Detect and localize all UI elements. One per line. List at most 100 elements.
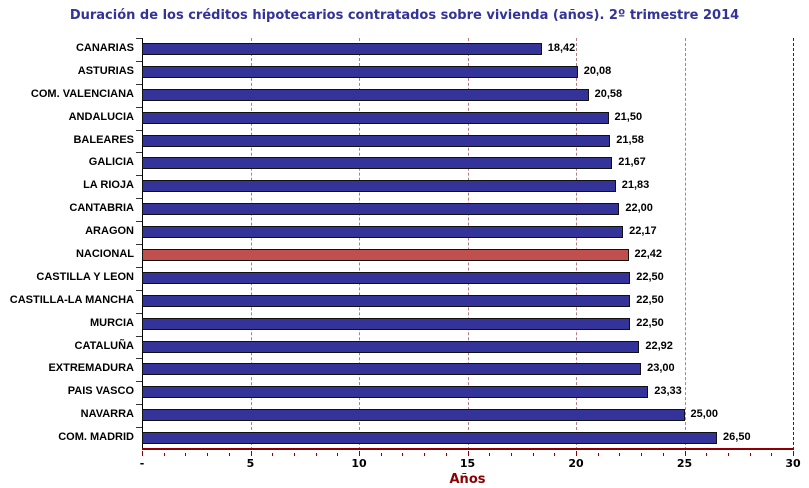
chart-title: Duración de los créditos hipotecarios co… bbox=[69, 8, 740, 23]
value-label: 23,33 bbox=[654, 385, 682, 398]
y-tick bbox=[136, 106, 142, 108]
category-label: EXTREMADURA bbox=[48, 362, 134, 375]
y-tick bbox=[136, 266, 142, 268]
x-tick bbox=[684, 451, 686, 456]
bar-row: CANTABRIA 22,00 bbox=[69, 198, 793, 221]
bar bbox=[142, 43, 542, 55]
x-tick bbox=[619, 453, 621, 456]
bar bbox=[142, 294, 631, 307]
category-label: CASTILLA Y LEON bbox=[36, 270, 134, 283]
category-label: NACIONAL bbox=[75, 248, 134, 260]
bar-row: CASTILLA Y LEON 22,50 bbox=[36, 266, 793, 290]
bar bbox=[142, 180, 616, 193]
bar-row: CASTILLA-LA MANCHA 22,50 bbox=[10, 289, 793, 313]
value-label: 22,50 bbox=[636, 316, 664, 329]
y-tick bbox=[136, 198, 142, 200]
value-label: 21,83 bbox=[621, 179, 650, 192]
value-label: 22,42 bbox=[634, 248, 663, 260]
x-axis bbox=[142, 448, 793, 450]
x-tick-label: 20 bbox=[568, 457, 584, 470]
x-tick-label: 25 bbox=[676, 457, 693, 470]
y-tick bbox=[136, 335, 142, 337]
y-tick bbox=[136, 381, 142, 383]
x-tick bbox=[727, 453, 729, 456]
y-tick bbox=[136, 404, 142, 406]
category-label: NAVARRA bbox=[80, 408, 134, 421]
x-tick bbox=[142, 451, 143, 456]
x-tick bbox=[706, 453, 708, 456]
category-label: ANDALUCIA bbox=[68, 110, 134, 123]
x-tick bbox=[576, 451, 577, 456]
bar-row: ASTURIAS 20,08 bbox=[78, 60, 793, 84]
value-label: 23,00 bbox=[647, 362, 675, 375]
x-tick bbox=[445, 453, 447, 456]
category-label: ASTURIAS bbox=[77, 64, 134, 77]
value-label: 22,00 bbox=[625, 202, 653, 215]
bar-row: NAVARRA 25,00 bbox=[81, 404, 793, 427]
value-label: 21,58 bbox=[616, 133, 644, 146]
bar-row: ARAGON 22,17 bbox=[85, 221, 793, 244]
bar-row: COM. VALENCIANA 20,58 bbox=[31, 83, 793, 107]
x-tick bbox=[359, 451, 360, 456]
bar-row: CANARIAS 18,42 bbox=[76, 38, 793, 61]
gridline bbox=[467, 38, 469, 450]
bar-row: ANDALUCIA 21,50 bbox=[69, 106, 793, 130]
gridline bbox=[250, 38, 252, 450]
value-label: 18,42 bbox=[547, 42, 576, 54]
y-tick bbox=[136, 38, 142, 39]
x-tick bbox=[749, 453, 751, 456]
category-label: ARAGON bbox=[85, 225, 134, 238]
x-tick bbox=[185, 453, 187, 456]
y-axis bbox=[142, 38, 143, 450]
y-tick bbox=[136, 312, 142, 314]
y-tick bbox=[136, 60, 142, 62]
category-label: PAIS VASCO bbox=[67, 385, 134, 398]
y-tick bbox=[136, 221, 142, 223]
bar-row: EXTREMADURA 23,00 bbox=[48, 358, 793, 381]
x-tick bbox=[250, 451, 252, 456]
x-tick bbox=[554, 453, 556, 456]
x-tick bbox=[315, 453, 317, 456]
x-tick bbox=[337, 453, 339, 456]
bar bbox=[142, 157, 613, 170]
bar-row: PAIS VASCO 23,33 bbox=[68, 381, 793, 404]
category-label: CANARIAS bbox=[75, 42, 134, 54]
category-label: LA RIOJA bbox=[83, 179, 134, 192]
category-label: COM. VALENCIANA bbox=[30, 87, 134, 100]
x-tick-label: 15 bbox=[459, 457, 476, 470]
x-axis-title: Años bbox=[449, 472, 486, 487]
category-label: MURCIA bbox=[90, 316, 134, 329]
value-label: 22,92 bbox=[645, 339, 673, 352]
category-label: CANTABRIA bbox=[69, 202, 134, 215]
x-tick bbox=[771, 453, 773, 456]
value-label: 22,50 bbox=[636, 293, 664, 306]
x-tick-label: 10 bbox=[351, 457, 367, 470]
y-tick bbox=[136, 244, 142, 245]
value-label: 21,50 bbox=[614, 110, 643, 123]
bar-row: CATALUÑA 22,92 bbox=[75, 335, 793, 359]
x-tick bbox=[510, 453, 512, 456]
bar bbox=[142, 271, 631, 284]
plot-area: CANARIAS 18,42 ASTURIAS 20,08 COM. VALENCIAN… bbox=[10, 38, 794, 456]
x-tick bbox=[163, 453, 165, 456]
bar bbox=[142, 363, 642, 376]
bar bbox=[142, 65, 578, 78]
x-tick-label: - bbox=[139, 457, 145, 470]
bar bbox=[142, 134, 611, 147]
bar bbox=[142, 88, 589, 101]
value-label: 20,08 bbox=[583, 64, 612, 77]
x-tick-label: 30 bbox=[785, 457, 801, 470]
bar bbox=[142, 409, 685, 422]
y-tick bbox=[136, 83, 142, 85]
value-label: 22,50 bbox=[636, 270, 664, 283]
gridline bbox=[359, 38, 360, 450]
bar-row: GALICIA 21,67 bbox=[89, 152, 793, 175]
bar-row: COM. MADRID 26,50 bbox=[58, 427, 793, 450]
bar bbox=[142, 111, 609, 124]
category-label: COM. MADRID bbox=[58, 431, 134, 444]
bar bbox=[142, 432, 718, 445]
x-tick bbox=[532, 453, 534, 456]
x-tick bbox=[662, 453, 664, 456]
gridline bbox=[576, 38, 577, 450]
x-tick bbox=[402, 453, 404, 456]
